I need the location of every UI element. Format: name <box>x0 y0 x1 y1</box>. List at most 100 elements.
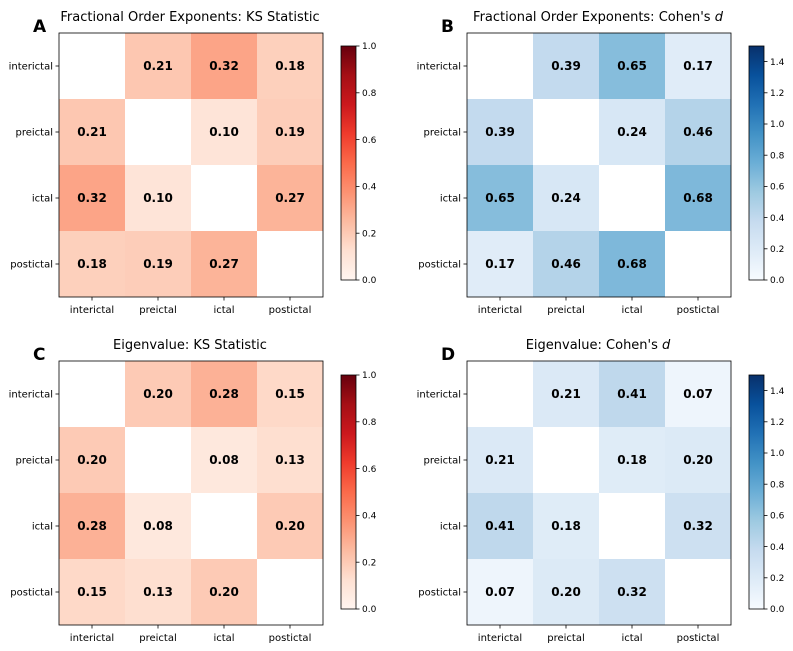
heatmap-cell <box>257 361 323 427</box>
colorbar-tick-label: 0.8 <box>362 89 377 99</box>
colorbar-tick-label: 0.0 <box>770 276 785 286</box>
y-tick-label: ictal <box>32 522 53 533</box>
y-tick-label: postictal <box>418 588 461 599</box>
heatmap-cell <box>665 427 731 493</box>
heatmap-cell <box>125 559 191 625</box>
heatmap-cell <box>665 231 731 297</box>
cell-value-label: 0.65 <box>485 191 515 205</box>
cell-value-label: 0.32 <box>617 585 647 599</box>
colorbar <box>340 45 357 281</box>
colorbar-tick-label: 0.8 <box>362 418 377 428</box>
cell-value-label: 0.20 <box>143 387 173 401</box>
cell-value-label: 0.17 <box>485 257 515 271</box>
colorbar-tick-label: 0.6 <box>770 183 785 193</box>
colorbar-tick-label: 1.2 <box>770 418 784 428</box>
heatmap-cell <box>467 361 533 427</box>
cell-value-label: 0.41 <box>485 519 515 533</box>
cell-value-label: 0.39 <box>485 125 515 139</box>
heatmap-cell <box>665 99 731 165</box>
panel-label-b: B <box>441 17 454 37</box>
x-tick-label: interictal <box>70 305 114 316</box>
panel-label-c: C <box>33 345 45 365</box>
x-tick-label: ictal <box>213 305 234 316</box>
panel-d: D Eigenvalue: Cohen's d 0.21 0.41 0.070.21… <box>417 338 785 644</box>
x-tick-label: preictal <box>547 633 585 644</box>
heatmap-cell <box>59 165 125 231</box>
y-tick-label: postictal <box>10 588 53 599</box>
x-tick-label: interictal <box>478 305 522 316</box>
heatmap-cell <box>599 559 665 625</box>
colorbar-tick-label: 0.8 <box>770 480 785 490</box>
colorbar-tick-label: 1.0 <box>362 371 377 381</box>
axes-frame <box>58 360 324 626</box>
x-tick-label: postictal <box>269 633 312 644</box>
cell-value-label: 0.24 <box>617 125 647 139</box>
x-tick-label: ictal <box>621 633 642 644</box>
cell-value-label: 0.20 <box>275 519 305 533</box>
colorbar-tick-label: 0.4 <box>770 214 785 224</box>
heatmap-cell <box>533 559 599 625</box>
heatmap-a: 0.21 0.32 0.18 0.21 0.10 0.19 0.32 0.10 0.27 0.18… <box>9 32 377 316</box>
heatmap-cell <box>191 493 257 559</box>
heatmap-cell <box>257 231 323 297</box>
cell-value-label: 0.08 <box>209 453 239 467</box>
colorbar-tick-label: 0.6 <box>362 136 377 146</box>
panel-label-d: D <box>441 345 455 365</box>
cell-value-label: 0.10 <box>209 125 239 139</box>
y-tick-label: ictal <box>32 194 53 205</box>
heatmap-cell <box>191 427 257 493</box>
cell-value-label: 0.27 <box>209 257 239 271</box>
panel-title-c-part-0: Eigenvalue: KS Statistic <box>113 338 267 353</box>
x-tick-label: postictal <box>269 305 312 316</box>
heatmap-cell <box>665 493 731 559</box>
colorbar <box>748 374 765 610</box>
heatmap-cell <box>533 361 599 427</box>
heatmap-cell <box>467 231 533 297</box>
heatmap-cell <box>599 427 665 493</box>
cell-value-label: 0.15 <box>275 387 305 401</box>
cell-value-label: 0.68 <box>617 257 647 271</box>
colorbar-tick-label: 0.8 <box>770 151 785 161</box>
heatmap-cell <box>59 427 125 493</box>
heatmap-cell <box>191 165 257 231</box>
cell-value-label: 0.18 <box>77 257 107 271</box>
x-tick-label: postictal <box>677 633 720 644</box>
heatmap-cell <box>125 493 191 559</box>
cell-value-label: 0.46 <box>551 257 581 271</box>
y-tick-label: interictal <box>417 390 461 401</box>
panel-title-b: Fractional Order Exponents: Cohen's d <box>473 10 724 25</box>
heatmap-cell <box>191 559 257 625</box>
heatmap-cell <box>533 231 599 297</box>
colorbar-tick-label: 0.4 <box>770 543 785 553</box>
cell-value-label: 0.13 <box>275 453 305 467</box>
colorbar-tick-label: 1.4 <box>770 387 785 397</box>
cell-value-label: 0.21 <box>485 453 515 467</box>
panel-label-a: A <box>33 17 47 37</box>
heatmap-cell <box>467 165 533 231</box>
colorbar-tick-label: 1.0 <box>770 120 785 130</box>
x-tick-label: ictal <box>621 305 642 316</box>
heatmap-cell <box>599 493 665 559</box>
x-tick-label: preictal <box>547 305 585 316</box>
x-tick-label: interictal <box>478 633 522 644</box>
heatmap-cell <box>257 165 323 231</box>
x-tick-label: ictal <box>213 633 234 644</box>
heatmap-cell <box>191 99 257 165</box>
heatmap-cell <box>125 231 191 297</box>
cell-value-label: 0.28 <box>77 519 107 533</box>
heatmap-cell <box>257 493 323 559</box>
heatmap-cell <box>599 99 665 165</box>
heatmap-cell <box>125 361 191 427</box>
x-tick-label: postictal <box>677 305 720 316</box>
colorbar-tick-label: 0.4 <box>362 183 377 193</box>
heatmap-cell <box>125 427 191 493</box>
heatmap-cell <box>599 231 665 297</box>
heatmap-cell <box>533 33 599 99</box>
heatmap-cell <box>59 493 125 559</box>
colorbar-tick-label: 0.6 <box>362 465 377 475</box>
heatmap-cell <box>59 33 125 99</box>
axes-frame <box>58 32 324 298</box>
heatmap-cell <box>257 427 323 493</box>
heatmap-cell <box>533 493 599 559</box>
